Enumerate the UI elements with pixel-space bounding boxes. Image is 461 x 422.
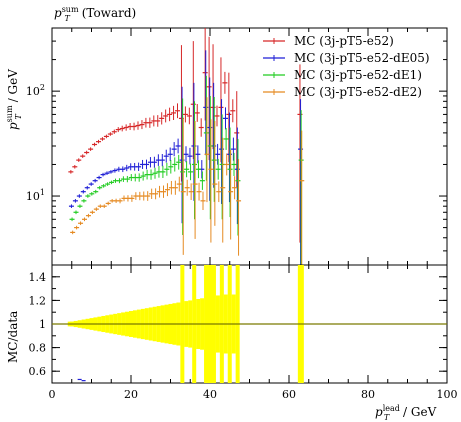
x-tick-label: 0 [49, 388, 56, 401]
x-tick-label: 80 [361, 388, 375, 401]
x-tick-label: 60 [282, 388, 296, 401]
y-tick-label-ratio: 1.2 [29, 294, 47, 307]
series-3 [70, 97, 305, 265]
y-tick-label-main: 101 [26, 188, 45, 203]
x-tick-label: 100 [437, 388, 458, 401]
y-axis-label-ratio: MC/data [6, 311, 20, 363]
chart-title: psum T (Toward) [54, 5, 136, 23]
x-axis-label: plead T / GeV [375, 404, 437, 422]
legend-entry: MC (3j-pT5-e52-dE2) [294, 85, 422, 99]
series-2 [69, 75, 304, 265]
y-tick-label-ratio: 1.4 [29, 271, 47, 284]
x-tick-label: 40 [203, 388, 217, 401]
y-tick-label-main: 102 [26, 83, 45, 98]
legend-entry: MC (3j-pT5-e52-dE05) [294, 51, 430, 65]
y-tick-label-ratio: 0.8 [29, 342, 47, 355]
y-axis-label-main: psumT / GeV [5, 69, 23, 130]
legend-entry: MC (3j-pT5-e52-dE1) [294, 68, 422, 82]
y-tick-label-ratio: 0.6 [29, 365, 47, 378]
ratio-panel: 0 20 40 60 80 100 0.6 0.8 1 1.2 1.4 [29, 261, 458, 401]
legend-entry: MC (3j-pT5-e52) [294, 34, 394, 48]
x-tick-label: 20 [124, 388, 138, 401]
legend: MC (3j-pT5-e52) MC (3j-pT5-e52-dE05) MC (3… [263, 34, 430, 99]
series-1 [68, 50, 304, 265]
series-0 [68, 28, 303, 243]
y-tick-label-ratio: 1 [39, 318, 46, 331]
main-panel: 101 102 [26, 27, 448, 266]
